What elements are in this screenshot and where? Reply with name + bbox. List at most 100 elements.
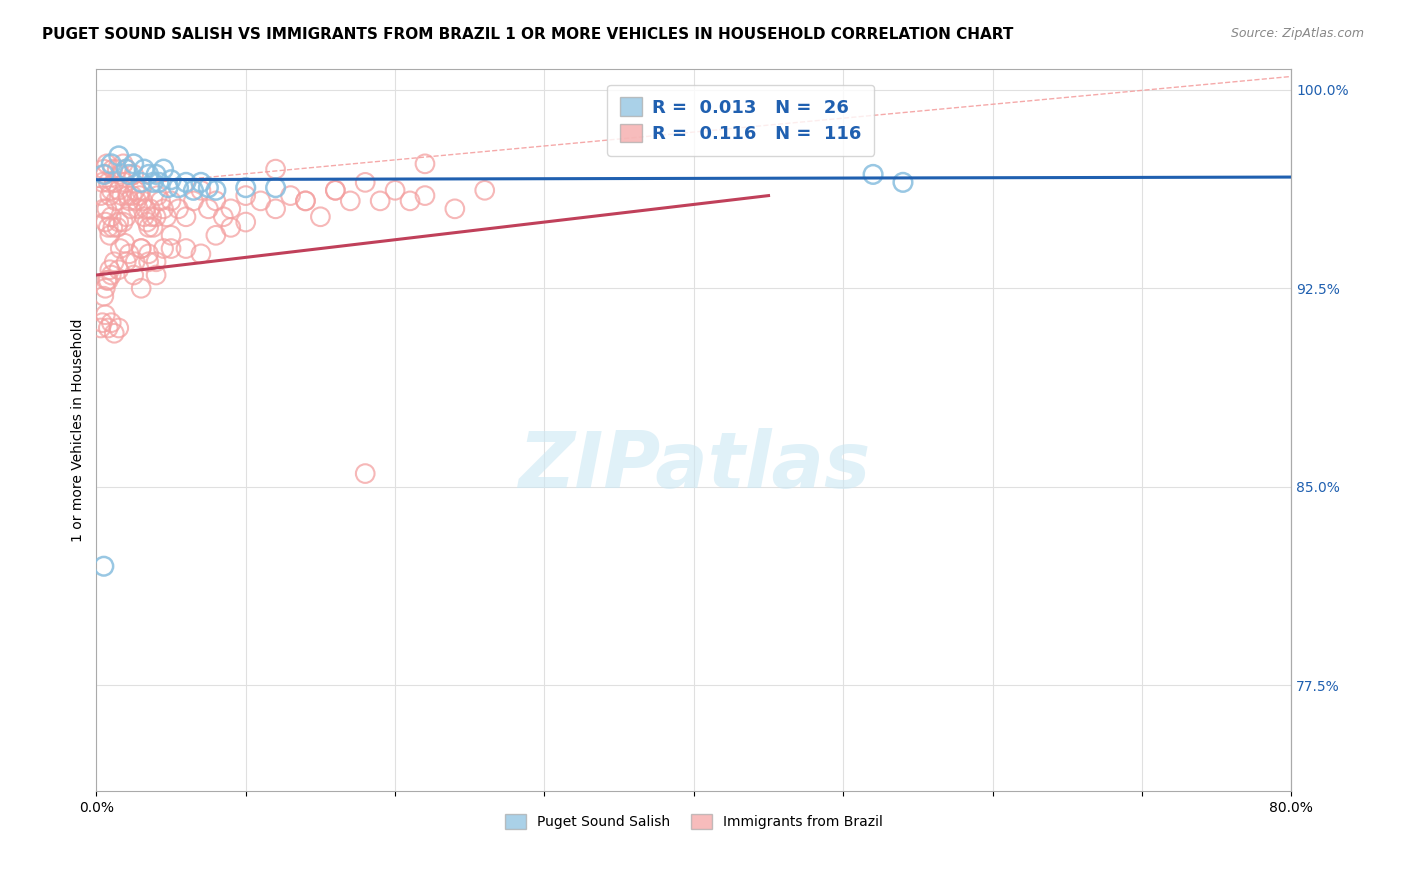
Point — [219, 220, 242, 235]
Point — [105, 220, 128, 235]
Point — [114, 236, 136, 251]
Point — [94, 168, 117, 182]
Point — [142, 175, 165, 189]
Point — [264, 162, 287, 177]
Point — [100, 210, 122, 224]
Point — [107, 183, 129, 197]
Point — [104, 194, 127, 208]
Point — [138, 220, 160, 235]
Point — [160, 228, 183, 243]
Point — [138, 168, 160, 182]
Point — [98, 188, 121, 202]
Point — [891, 175, 914, 189]
Point — [155, 210, 177, 224]
Text: Source: ZipAtlas.com: Source: ZipAtlas.com — [1230, 27, 1364, 40]
Point — [152, 202, 174, 216]
Point — [354, 175, 377, 189]
Point — [103, 175, 125, 189]
Point — [197, 180, 219, 194]
Point — [160, 172, 183, 186]
Point — [98, 228, 121, 243]
Point — [205, 183, 228, 197]
Point — [120, 202, 142, 216]
Point — [127, 202, 149, 216]
Point — [125, 194, 148, 208]
Point — [413, 157, 436, 171]
Point — [219, 202, 242, 216]
Point — [93, 162, 115, 177]
Point — [118, 168, 141, 182]
Point — [103, 254, 125, 268]
Point — [174, 175, 197, 189]
Point — [183, 194, 205, 208]
Point — [117, 188, 139, 202]
Point — [135, 202, 157, 216]
Point — [249, 194, 271, 208]
Point — [98, 262, 121, 277]
Point — [122, 157, 145, 171]
Point — [174, 242, 197, 256]
Point — [105, 162, 128, 177]
Point — [112, 157, 135, 171]
Point — [97, 321, 120, 335]
Point — [197, 202, 219, 216]
Point — [115, 254, 138, 268]
Point — [413, 188, 436, 202]
Point — [112, 215, 135, 229]
Point — [152, 242, 174, 256]
Point — [139, 202, 162, 216]
Point — [190, 175, 212, 189]
Point — [354, 467, 377, 481]
Point — [146, 188, 169, 202]
Point — [93, 559, 115, 574]
Point — [91, 316, 114, 330]
Point — [122, 268, 145, 282]
Point — [145, 210, 167, 224]
Point — [115, 162, 138, 177]
Point — [145, 168, 167, 182]
Point — [309, 210, 332, 224]
Point — [157, 180, 180, 194]
Point — [124, 183, 146, 197]
Point — [115, 210, 138, 224]
Point — [294, 194, 316, 208]
Point — [148, 175, 170, 189]
Point — [94, 308, 117, 322]
Point — [94, 281, 117, 295]
Point — [129, 242, 152, 256]
Point — [384, 183, 406, 197]
Point — [212, 210, 235, 224]
Point — [235, 215, 257, 229]
Point — [93, 202, 115, 216]
Point — [90, 321, 112, 335]
Point — [190, 183, 212, 197]
Point — [107, 321, 129, 335]
Point — [183, 183, 205, 197]
Point — [167, 202, 190, 216]
Point — [474, 183, 496, 197]
Point — [167, 180, 190, 194]
Point — [100, 268, 122, 282]
Point — [111, 188, 134, 202]
Point — [101, 162, 124, 177]
Point — [141, 210, 163, 224]
Point — [121, 188, 143, 202]
Point — [96, 273, 118, 287]
Point — [235, 188, 257, 202]
Point — [90, 188, 112, 202]
Point — [93, 168, 115, 182]
Point — [152, 162, 174, 177]
Point — [136, 215, 159, 229]
Point — [264, 180, 287, 194]
Point — [142, 220, 165, 235]
Point — [97, 175, 120, 189]
Point — [110, 168, 132, 182]
Point — [862, 168, 884, 182]
Point — [129, 175, 152, 189]
Point — [129, 183, 152, 197]
Point — [107, 215, 129, 229]
Point — [205, 194, 228, 208]
Point — [190, 247, 212, 261]
Point — [110, 242, 132, 256]
Y-axis label: 1 or more Vehicles in Household: 1 or more Vehicles in Household — [72, 318, 86, 541]
